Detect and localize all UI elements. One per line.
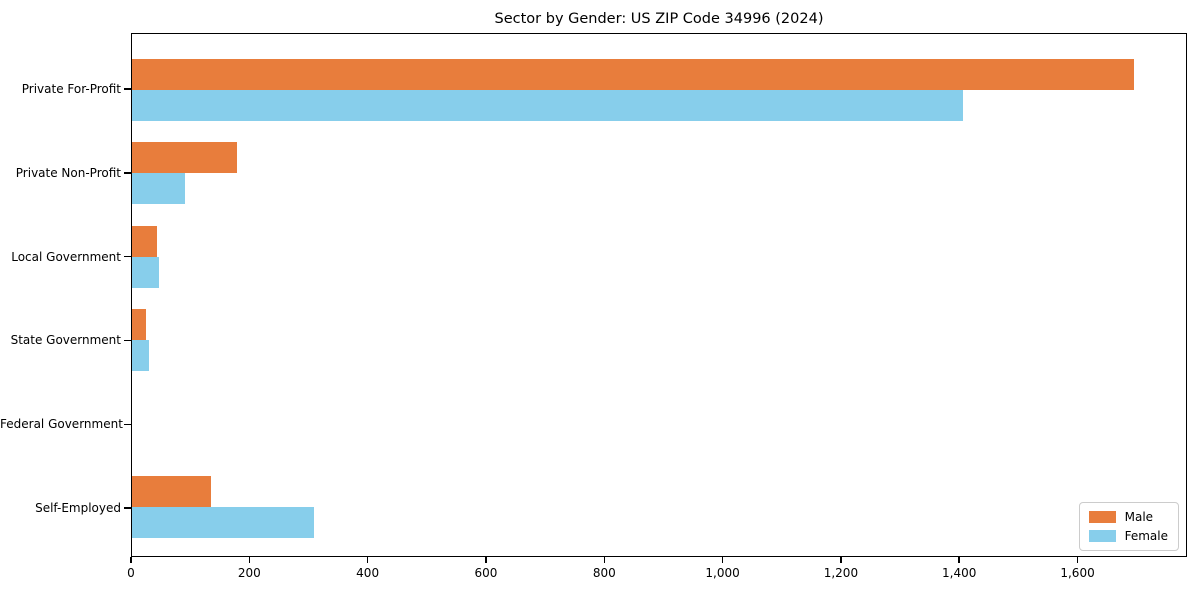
bar-rows — [132, 34, 1186, 556]
bar-male-self-employed — [132, 476, 211, 508]
plot-area: Male Female — [131, 33, 1187, 557]
x-tick-mark-1,200 — [840, 557, 842, 563]
legend-label-male: Male — [1124, 510, 1154, 524]
bar-group-federal-government — [132, 382, 1186, 466]
y-tick-mark-federal-government — [124, 423, 131, 425]
bar-female-local-government — [132, 256, 160, 288]
bar-female-self-employed — [132, 507, 315, 539]
y-tick-label-federal-government: Federal Government — [0, 417, 123, 432]
x-tick-mark-1,400 — [958, 557, 960, 563]
bar-group-local-government — [132, 215, 1186, 299]
x-tick-mark-0 — [130, 557, 132, 563]
x-tick-label-200: 200 — [237, 566, 261, 580]
y-tick-mark-local-government — [124, 255, 131, 258]
legend-entry-female: Female — [1088, 529, 1168, 543]
bar-male-local-government — [132, 225, 158, 257]
x-tick-mark-800 — [603, 557, 606, 563]
x-tick-label-0: 0 — [127, 566, 135, 580]
y-tick-label-state-government: State Government — [10, 333, 121, 348]
x-tick-label-600: 600 — [474, 566, 498, 580]
y-tick-label-local-government: Local Government — [11, 249, 121, 264]
y-tick-label-private-for-profit: Private For-Profit — [21, 81, 121, 96]
x-tick-mark-200 — [248, 557, 251, 563]
x-tick-label-400: 400 — [356, 566, 380, 580]
bar-group-private-for-profit — [132, 48, 1186, 132]
x-tick-mark-1,000 — [721, 557, 724, 563]
bar-female-private-non-profit — [132, 173, 185, 205]
y-tick-mark-private-non-profit — [124, 172, 131, 174]
x-tick-label-1,000: 1,000 — [705, 566, 740, 580]
bar-female-state-government — [132, 340, 149, 372]
y-tick-label-self-employed: Self-Employed — [35, 501, 121, 516]
x-tick-label-800: 800 — [592, 566, 616, 580]
bar-group-private-non-profit — [132, 132, 1186, 216]
x-tick-mark-1,600 — [1076, 557, 1079, 563]
x-tick-label-1,200: 1,200 — [823, 566, 859, 580]
x-tick-label-1,600: 1,600 — [1060, 566, 1095, 580]
x-tick-mark-600 — [485, 557, 487, 563]
y-tick-mark-private-for-profit — [124, 88, 131, 90]
bar-group-state-government — [132, 299, 1186, 383]
legend-swatch-female — [1088, 530, 1116, 542]
legend: Male Female — [1078, 502, 1179, 551]
bar-male-private-for-profit — [132, 58, 1135, 90]
bar-male-private-non-profit — [132, 142, 238, 174]
bar-male-state-government — [132, 309, 147, 341]
y-tick-mark-self-employed — [124, 507, 131, 509]
bar-female-private-for-profit — [132, 89, 963, 121]
legend-swatch-male — [1088, 511, 1116, 523]
legend-label-female: Female — [1124, 529, 1168, 543]
chart-title: Sector by Gender: US ZIP Code 34996 (202… — [494, 11, 824, 27]
y-tick-mark-state-government — [124, 339, 131, 342]
bar-group-self-employed — [132, 466, 1186, 550]
x-tick-mark-400 — [366, 557, 369, 563]
y-tick-label-private-non-profit: Private Non-Profit — [15, 165, 121, 180]
legend-entry-male: Male — [1088, 510, 1168, 524]
x-tick-label-1,400: 1,400 — [942, 566, 977, 580]
